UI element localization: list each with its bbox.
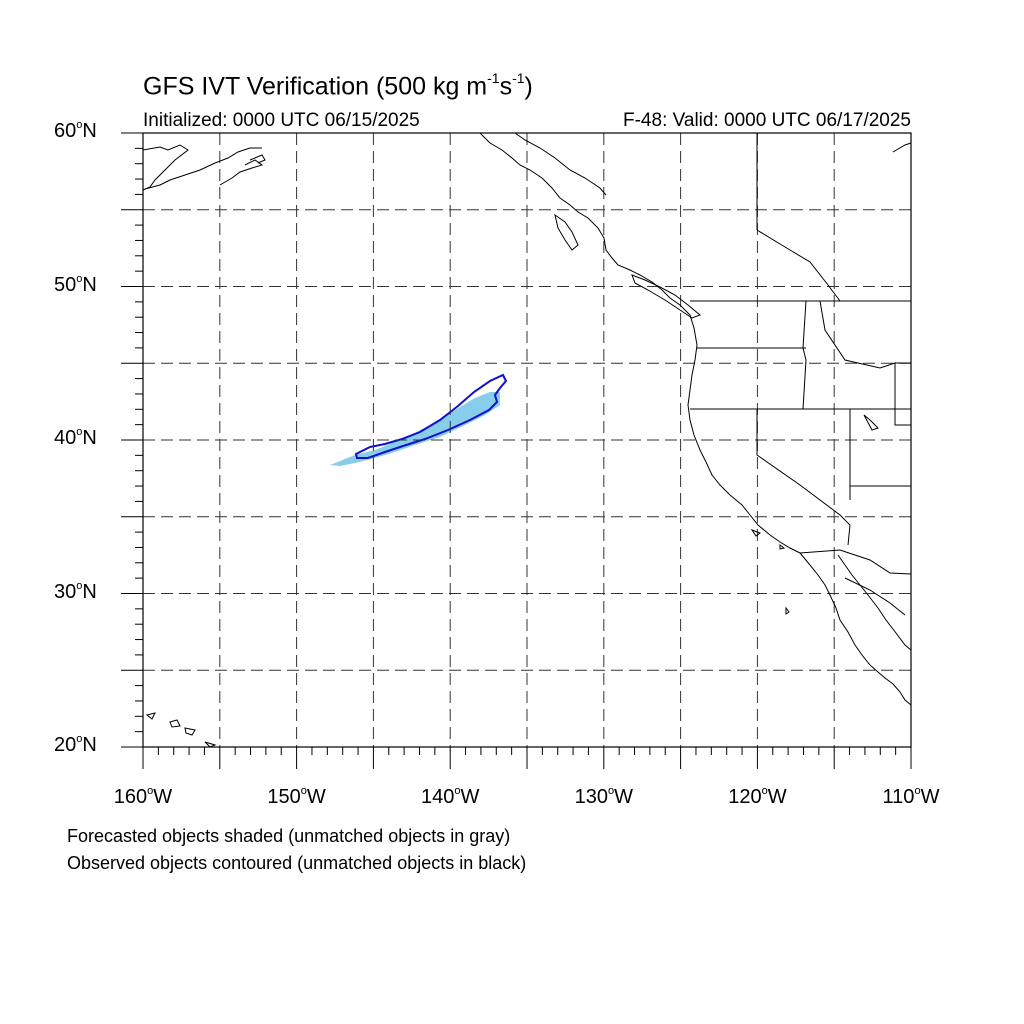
lon-label: 140oW: [420, 785, 480, 808]
chart-title: GFS IVT Verification (500 kg m-1s-1): [143, 70, 533, 101]
lat-label: 20oN: [54, 733, 97, 756]
axis-ticks: [121, 132, 912, 769]
lon-label: 160oW: [113, 785, 173, 808]
lat-label: 50oN: [54, 272, 97, 296]
lon-label: 150oW: [267, 785, 326, 808]
lat-label: 30oN: [54, 579, 97, 603]
lon-label: 130oW: [574, 785, 633, 808]
initialized-time: Initialized: 0000 UTC 06/15/2025: [143, 110, 420, 131]
lon-label: 110oW: [882, 785, 940, 808]
lon-label: 120oW: [728, 785, 787, 808]
lat-label: 60oN: [54, 119, 97, 142]
valid-time: F-48: Valid: 0000 UTC 06/17/2025: [623, 110, 911, 131]
lat-label: 40oN: [54, 426, 97, 449]
graticule: [143, 133, 911, 747]
observed-object-contour: [354, 373, 508, 459]
legend-note-forecast: Forecasted objects shaded (unmatched obj…: [67, 826, 511, 846]
legend-note-observed: Observed objects contoured (unmatched ob…: [67, 853, 527, 873]
forecast-object: [330, 392, 500, 466]
land-outlines: [142, 132, 912, 748]
